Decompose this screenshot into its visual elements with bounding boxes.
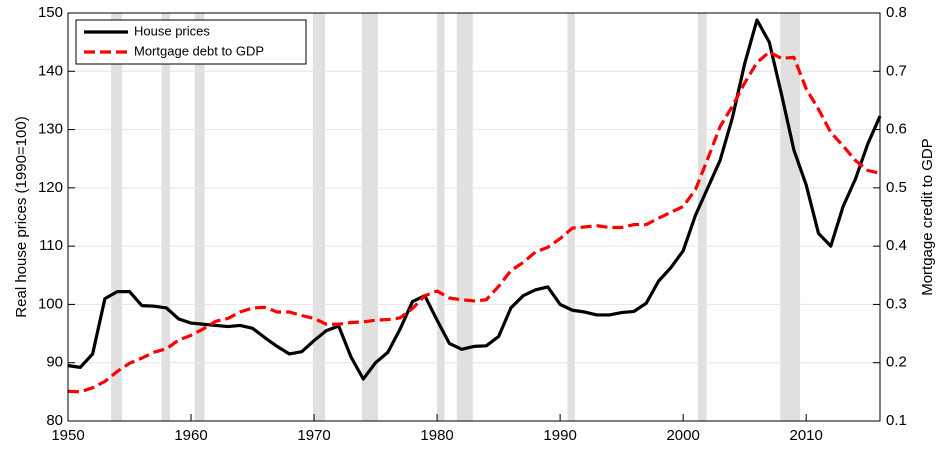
y2-tick-label: 0.5: [886, 179, 907, 196]
recession-band: [780, 13, 801, 421]
recession-band: [456, 13, 473, 421]
y-tick-label: 140: [38, 62, 63, 79]
plot-frame: [67, 12, 881, 422]
recession-band: [312, 13, 326, 421]
x-tick-label: 1970: [297, 427, 330, 444]
x-tick-label: 1950: [51, 427, 84, 444]
series-line: [67, 50, 881, 394]
recession-band: [697, 13, 707, 421]
y-tick-label: 120: [38, 179, 63, 196]
y-tick-label: 130: [38, 121, 63, 138]
y2-tick-label: 0.3: [886, 295, 907, 312]
x-tick-label: 1960: [174, 427, 207, 444]
legend-label: Mortgage debt to GDP: [134, 43, 264, 58]
y-axis-label: Real house prices (1990=100): [13, 116, 30, 317]
y-tick-label: 110: [39, 237, 63, 254]
y2-tick-label: 0.8: [886, 4, 907, 21]
y2-tick-label: 0.6: [886, 121, 907, 138]
x-tick-label: 1990: [543, 427, 576, 444]
recession-band: [194, 13, 205, 421]
x-tick-label: 1980: [420, 427, 453, 444]
recession-band: [362, 13, 379, 421]
series-line: [67, 18, 882, 381]
y-tick-label: 80: [46, 412, 63, 429]
x-tick-label: 2000: [666, 427, 699, 444]
recession-band: [437, 13, 445, 421]
y-tick-label: 100: [38, 295, 63, 312]
legend: House prices Mortgage debt to GDP: [75, 19, 307, 65]
y2-tick-label: 0.2: [886, 354, 907, 371]
recession-band: [161, 13, 171, 421]
y-tick-label: 90: [46, 354, 63, 371]
y-tick-label: 150: [38, 4, 63, 21]
y2-axis-label: Mortgage credit to GDP: [919, 138, 936, 296]
y2-tick-label: 0.7: [886, 62, 907, 79]
legend-box: [75, 19, 307, 65]
x-tick-label: 2010: [789, 427, 822, 444]
legend-label: House prices: [134, 23, 210, 38]
y2-tick-label: 0.1: [886, 412, 907, 429]
y2-tick-label: 0.4: [886, 237, 907, 254]
recession-band: [111, 13, 123, 421]
recession-band: [567, 13, 575, 421]
